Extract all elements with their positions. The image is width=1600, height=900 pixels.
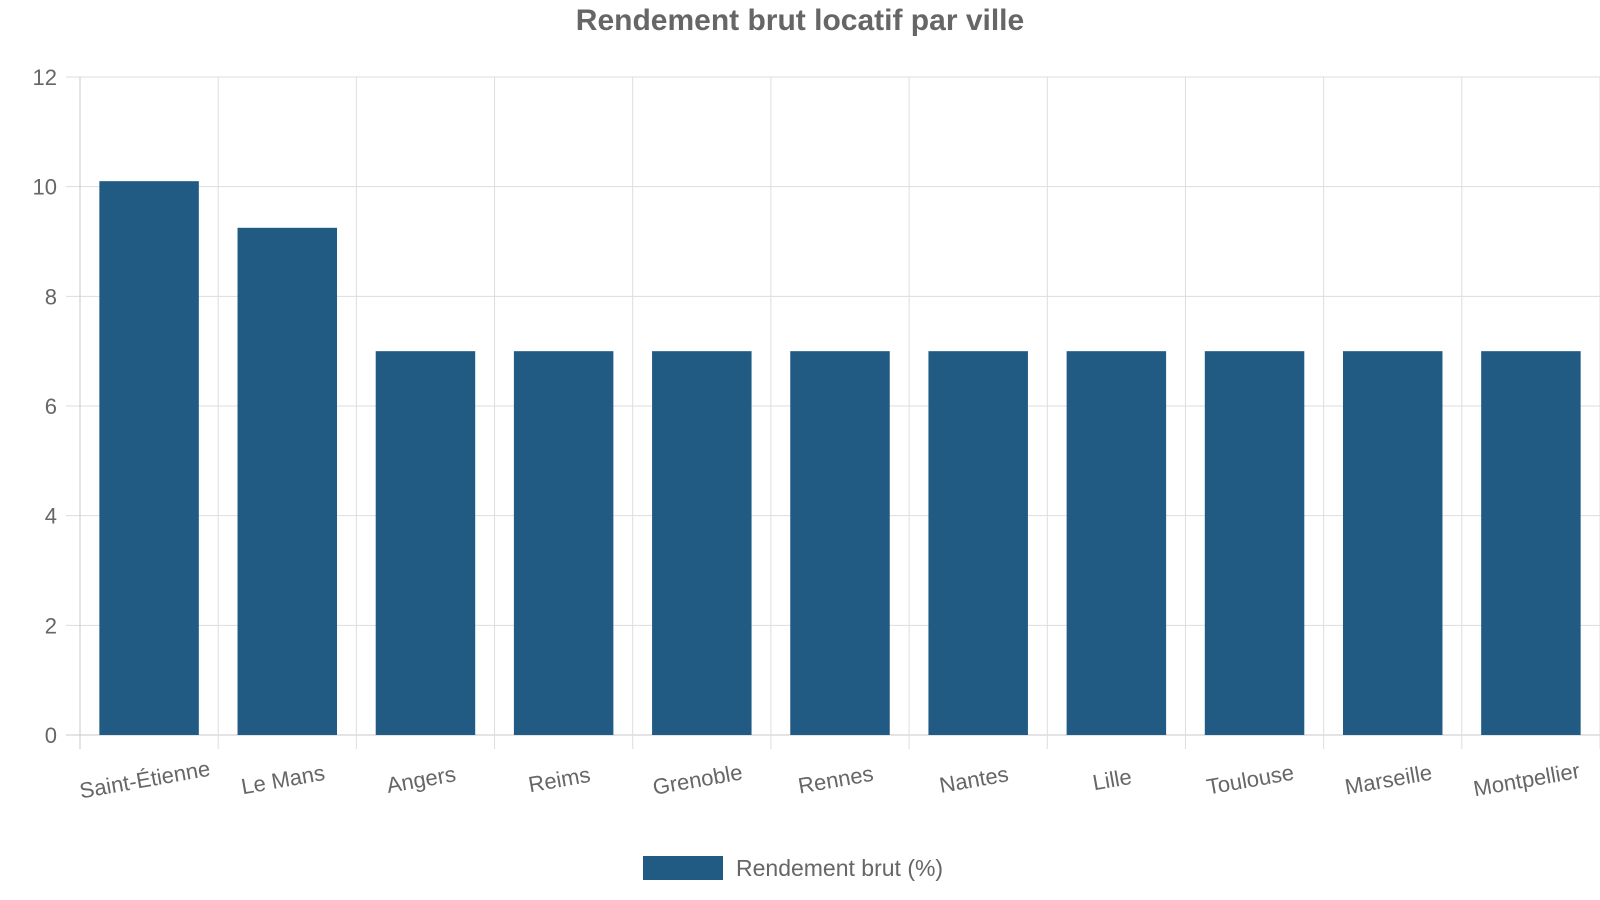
x-tick-label: Lille	[1091, 764, 1134, 795]
bar	[513, 351, 614, 735]
legend-label: Rendement brut (%)	[736, 855, 943, 881]
bar	[237, 227, 338, 735]
y-tick-label: 12	[33, 65, 57, 90]
y-tick-label: 4	[45, 504, 57, 529]
legend[interactable]: Rendement brut (%)	[643, 855, 943, 881]
bar	[928, 351, 1028, 735]
y-tick-label: 0	[45, 723, 57, 748]
bar	[652, 351, 752, 735]
x-tick-label: Saint-Étienne	[78, 756, 212, 804]
bars-layer	[99, 181, 1581, 735]
x-tick-label: Marseille	[1343, 760, 1434, 800]
bar	[790, 351, 890, 735]
x-tick-label: Le Mans	[239, 760, 326, 799]
legend-swatch	[643, 856, 723, 880]
grid-layer	[66, 76, 1600, 749]
y-tick-label: 10	[33, 175, 57, 200]
bar	[1481, 351, 1581, 735]
bar	[1342, 351, 1443, 735]
chart-title: Rendement brut locatif par ville	[576, 4, 1024, 37]
bar	[375, 351, 476, 735]
x-tick-label: Grenoble	[651, 759, 744, 799]
y-tick-label: 2	[45, 613, 57, 638]
bar	[1066, 351, 1167, 735]
y-tick-label: 6	[45, 394, 57, 419]
x-tick-label: Angers	[385, 761, 458, 798]
x-tick-label: Reims	[526, 762, 592, 797]
bar	[99, 181, 199, 735]
x-tick-label: Montpellier	[1471, 758, 1581, 801]
y-tick-label: 8	[45, 284, 57, 309]
x-tick-label: Toulouse	[1205, 760, 1296, 800]
x-tick-label: Rennes	[796, 761, 875, 799]
x-tick-label: Nantes	[937, 761, 1010, 798]
bar	[1204, 351, 1305, 735]
